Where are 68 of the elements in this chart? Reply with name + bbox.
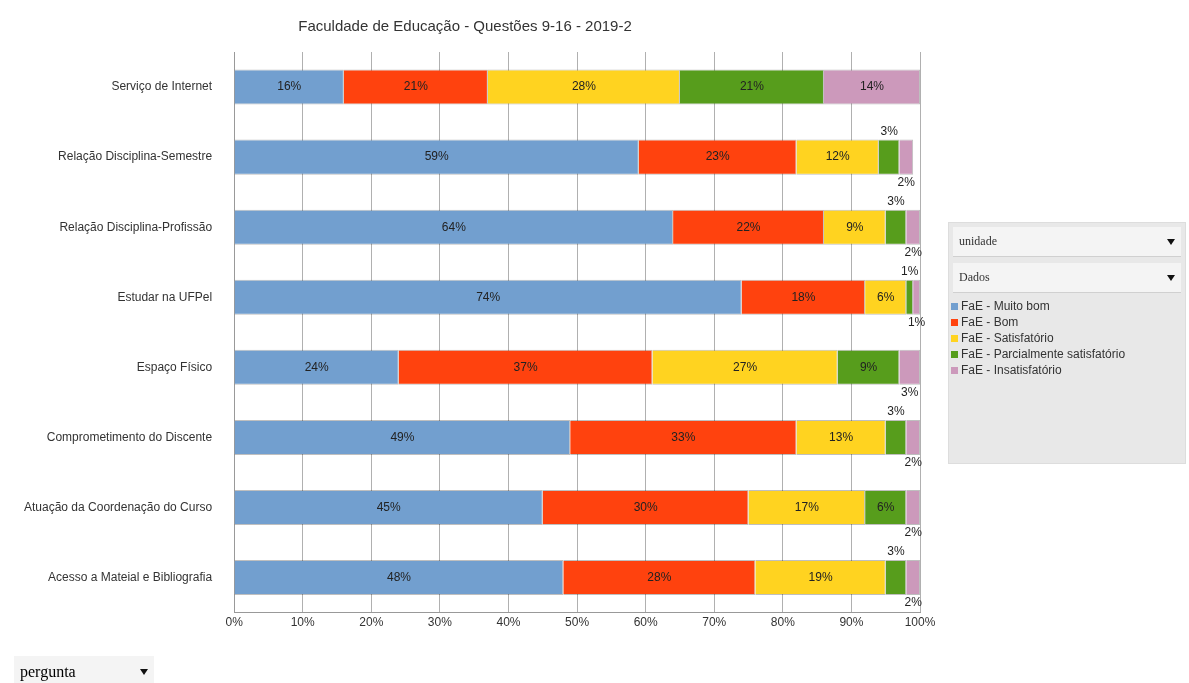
x-tick-label: 10% (290, 615, 316, 630)
legend-label: FaE - Insatisfatório (961, 363, 1062, 377)
data-label: 33% (671, 429, 696, 444)
data-label: 6% (877, 289, 895, 304)
data-label: 49% (390, 429, 415, 444)
legend-label: FaE - Muito bom (961, 299, 1050, 313)
y-tick-label: Relação Disciplina-Profissão (59, 219, 213, 234)
data-label: 9% (859, 359, 878, 374)
data-label: 74% (476, 289, 501, 304)
data-label: 21% (403, 79, 429, 94)
x-tick-label: 60% (633, 615, 658, 630)
y-tick-label: Estudar na UFPel (117, 289, 213, 304)
data-label: 1% (907, 315, 926, 330)
x-tick-label: 80% (770, 615, 796, 630)
data-label: 2% (904, 525, 923, 540)
y-tick-label: Espaço Físico (136, 359, 213, 374)
data-label: 21% (739, 79, 765, 94)
legend-label: FaE - Satisfatório (961, 331, 1054, 345)
data-label: 3% (887, 404, 905, 419)
data-label: 16% (277, 79, 302, 94)
data-label: 48% (386, 569, 412, 584)
x-tick-label: 40% (496, 615, 521, 630)
dropdown-field: Dados (953, 263, 1181, 293)
y-tick-label: Serviço de Internet (111, 79, 213, 94)
y-tick-label: Acesso a Mateial e Bibliografia (48, 569, 213, 584)
x-tick-label: 100% (904, 615, 936, 630)
data-label: 37% (513, 359, 538, 374)
data-label: 13% (829, 429, 854, 444)
dropdown-field: pergunta (14, 656, 154, 683)
data-label: 45% (376, 499, 402, 514)
data-label: 3% (887, 544, 905, 559)
x-tick-label: 30% (427, 615, 453, 630)
data-label: 64% (441, 219, 467, 234)
legend-label: FaE - Parcialmente satisfatório (961, 347, 1126, 361)
y-tick-label: Relação Disciplina-Semestre (58, 149, 213, 164)
x-tick-label: 0% (225, 615, 244, 630)
data-label: 24% (304, 359, 330, 374)
data-label: 28% (647, 569, 672, 584)
data-label: 3% (901, 385, 919, 400)
data-label: 14% (859, 79, 885, 94)
data-label: 19% (808, 569, 833, 584)
data-label: 3% (887, 193, 905, 208)
x-tick-label: 20% (359, 615, 384, 630)
dropdown-field: unidade (953, 227, 1181, 257)
chart-title: Faculdade de Educação - Questões 9-16 - 2019-2 (298, 17, 632, 35)
data-label: 23% (705, 149, 730, 164)
legend-label: FaE - Bom (961, 315, 1019, 329)
data-label: 12% (825, 149, 851, 164)
data-label: 2% (904, 245, 923, 260)
data-label: 28% (571, 79, 597, 94)
data-label: 3% (880, 123, 899, 138)
data-label: 1% (901, 264, 919, 279)
data-label: 59% (424, 149, 450, 164)
data-label: 2% (904, 455, 923, 470)
data-label: 9% (846, 219, 864, 234)
x-tick-label: 70% (702, 615, 727, 630)
data-label: 18% (791, 289, 816, 304)
data-label: 17% (794, 499, 820, 514)
x-tick-label: 50% (565, 615, 590, 630)
y-tick-label: Comprometimento do Discente (46, 429, 213, 444)
y-tick-label: Atuação da Coordenação do Curso (23, 499, 213, 514)
data-label: 2% (904, 595, 923, 610)
data-label: 30% (633, 499, 658, 514)
data-label: 27% (733, 359, 758, 374)
data-label: 22% (736, 219, 761, 234)
data-label: 6% (877, 499, 895, 514)
x-tick-label: 90% (839, 615, 864, 630)
data-label: 2% (897, 174, 916, 189)
